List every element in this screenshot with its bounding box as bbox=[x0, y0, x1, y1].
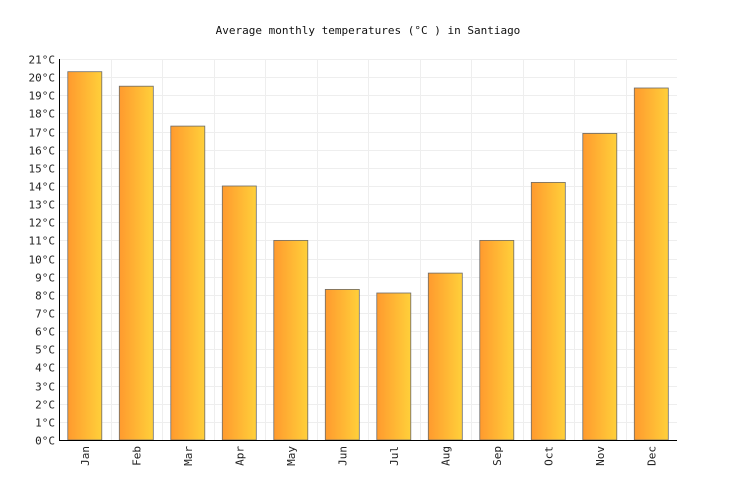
y-tick-label: 18°C bbox=[29, 108, 56, 121]
y-tick-label: 12°C bbox=[29, 217, 56, 230]
bar-jul bbox=[376, 292, 412, 441]
y-tick-label: 17°C bbox=[29, 127, 56, 140]
y-tick-label: 13°C bbox=[29, 199, 56, 212]
bar-oct bbox=[530, 181, 566, 441]
bar-nov bbox=[582, 132, 618, 441]
bar-jan bbox=[67, 71, 103, 441]
y-tick-label: 7°C bbox=[35, 308, 55, 321]
bar-dec bbox=[633, 87, 669, 441]
x-tick-label: Jan bbox=[79, 446, 92, 466]
bar-mar bbox=[170, 125, 206, 441]
bar-apr bbox=[221, 185, 257, 441]
y-tick-label: 3°C bbox=[35, 381, 55, 394]
axes-layer bbox=[59, 59, 677, 441]
y-tick-label: 16°C bbox=[29, 145, 56, 158]
bars-layer bbox=[67, 71, 669, 441]
x-tick-label: Dec bbox=[645, 446, 658, 466]
y-tick-label: 8°C bbox=[35, 290, 55, 303]
x-tick-label: Aug bbox=[439, 446, 452, 466]
bar-aug bbox=[427, 272, 463, 441]
x-tick-label: May bbox=[285, 446, 298, 466]
y-tick-label: 9°C bbox=[35, 272, 55, 285]
bar-jun bbox=[324, 288, 360, 441]
x-tick-label: Feb bbox=[130, 446, 143, 466]
y-tick-label: 19°C bbox=[29, 90, 56, 103]
grid-layer bbox=[59, 59, 677, 440]
y-tick-label: 21°C bbox=[29, 54, 56, 67]
chart-title: Average monthly temperatures (°C ) in Sa… bbox=[216, 24, 521, 37]
y-tick-label: 11°C bbox=[29, 235, 56, 248]
x-tick-label: Apr bbox=[233, 446, 246, 466]
y-tick-label: 20°C bbox=[29, 72, 56, 85]
x-tick-label: Nov bbox=[594, 446, 607, 466]
y-tick-label: 15°C bbox=[29, 163, 56, 176]
y-tick-label: 14°C bbox=[29, 181, 56, 194]
x-tick-label: Jul bbox=[388, 446, 401, 466]
bar-feb bbox=[118, 85, 154, 441]
y-tick-label: 6°C bbox=[35, 326, 55, 339]
bar-sep bbox=[479, 239, 515, 441]
x-tick-labels: Jan Feb Mar Apr May Jun Jul Aug Sep Oct Nov Dec bbox=[79, 446, 659, 466]
x-tick-label: Mar bbox=[182, 446, 195, 466]
x-tick-label: Sep bbox=[491, 446, 504, 466]
y-tick-label: 4°C bbox=[35, 362, 55, 375]
bar-may bbox=[273, 239, 309, 441]
y-tick-labels: 0°C 1°C 2°C 3°C 4°C 5°C 6°C 7°C 8°C 9°C 10°C 11°C 12… bbox=[29, 54, 56, 448]
y-tick-label: 5°C bbox=[35, 344, 55, 357]
x-tick-label: Oct bbox=[542, 446, 555, 466]
y-tick-label: 1°C bbox=[35, 417, 55, 430]
y-tick-label: 2°C bbox=[35, 399, 55, 412]
y-tick-label: 0°C bbox=[35, 435, 55, 448]
y-tick-label: 10°C bbox=[29, 254, 56, 267]
x-tick-label: Jun bbox=[336, 446, 349, 466]
